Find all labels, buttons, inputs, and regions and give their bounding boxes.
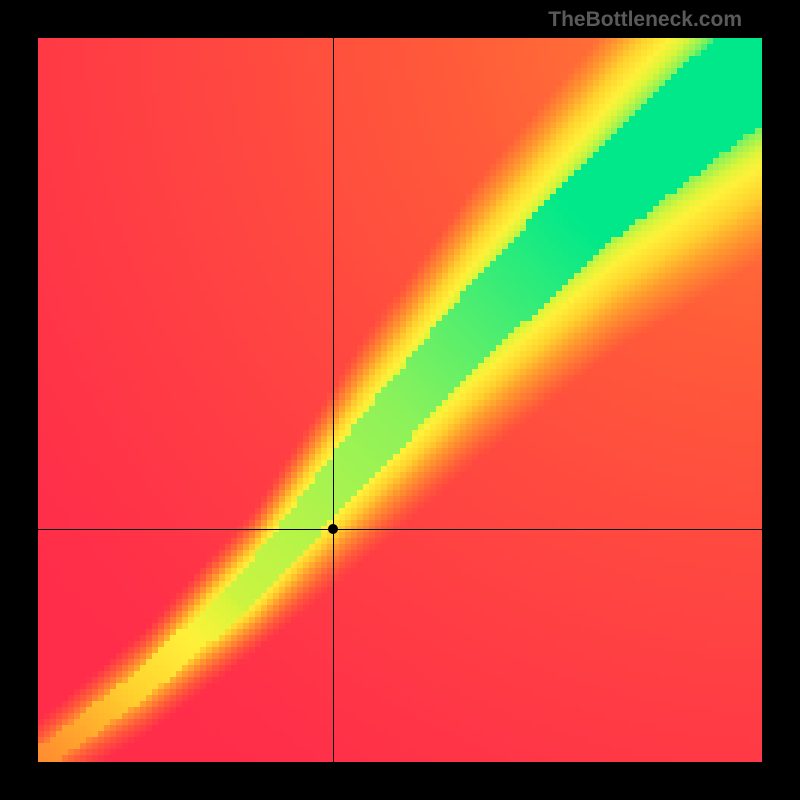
crosshair-horizontal	[38, 529, 762, 530]
crosshair-vertical	[333, 38, 334, 762]
heatmap-plot	[38, 38, 762, 762]
crosshair-marker	[328, 524, 338, 534]
heatmap-canvas	[38, 38, 762, 762]
watermark-text: TheBottleneck.com	[548, 8, 742, 32]
